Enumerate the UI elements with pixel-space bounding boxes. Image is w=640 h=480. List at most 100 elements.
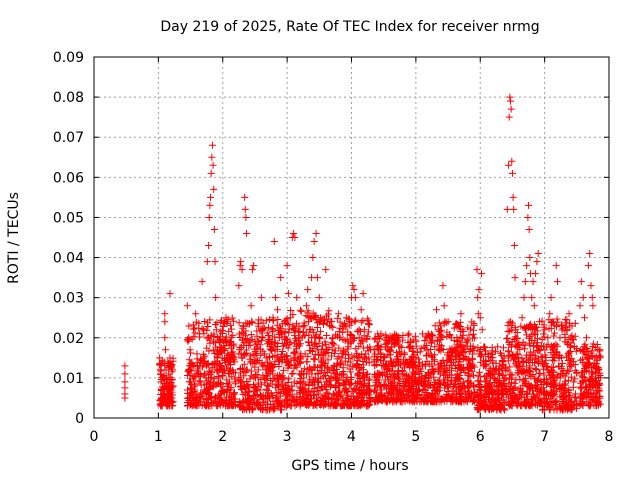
data-point <box>518 393 526 401</box>
data-point <box>322 340 330 348</box>
data-point <box>355 390 363 398</box>
data-point <box>251 363 259 371</box>
data-point <box>253 356 261 364</box>
data-point <box>252 358 260 366</box>
data-point <box>494 343 502 351</box>
data-point <box>528 351 536 359</box>
data-point <box>434 326 442 334</box>
data-point <box>455 337 463 345</box>
data-point <box>507 97 515 105</box>
data-point <box>275 362 283 370</box>
data-point <box>474 344 482 352</box>
data-point <box>427 338 435 346</box>
data-point <box>572 347 580 355</box>
data-point <box>214 373 222 381</box>
data-point <box>593 398 601 406</box>
data-point <box>597 374 605 382</box>
data-point <box>380 392 388 400</box>
data-point <box>336 318 344 326</box>
data-point <box>508 319 516 327</box>
data-point <box>383 366 391 374</box>
data-point <box>556 402 564 410</box>
data-point <box>596 381 604 389</box>
data-point <box>436 387 444 395</box>
data-point <box>533 334 541 342</box>
data-point <box>563 366 571 374</box>
data-point <box>365 321 373 329</box>
data-point <box>494 383 502 391</box>
data-point <box>160 390 168 398</box>
data-point <box>475 381 483 389</box>
data-point <box>190 333 198 341</box>
data-point <box>330 341 338 349</box>
data-point <box>557 385 565 393</box>
data-point <box>479 362 487 370</box>
data-point <box>477 352 485 360</box>
data-point <box>241 404 249 412</box>
data-point <box>473 266 481 274</box>
data-point <box>587 282 595 290</box>
data-point <box>469 334 477 342</box>
data-point <box>405 358 413 366</box>
data-point <box>239 390 247 398</box>
data-point <box>586 402 594 410</box>
data-point <box>357 318 365 326</box>
data-point <box>221 356 229 364</box>
data-point <box>314 390 322 398</box>
data-point <box>468 318 476 326</box>
data-point <box>243 229 251 237</box>
data-point <box>425 350 433 358</box>
x-tick-label: 3 <box>283 429 292 445</box>
data-point <box>395 359 403 367</box>
data-point <box>431 343 439 351</box>
data-point <box>315 294 323 302</box>
data-point <box>219 366 227 374</box>
data-point <box>260 361 268 369</box>
data-point <box>335 328 343 336</box>
data-point <box>426 392 434 399</box>
data-point <box>406 397 414 405</box>
data-point <box>359 290 367 298</box>
data-point <box>259 326 267 334</box>
data-point <box>553 348 561 356</box>
x-tick-label: 2 <box>218 429 227 445</box>
data-point <box>337 391 345 399</box>
data-point <box>203 258 211 266</box>
data-point <box>407 357 415 365</box>
data-point <box>489 394 497 402</box>
data-point <box>304 387 312 395</box>
data-point <box>352 363 360 371</box>
data-point <box>358 338 366 346</box>
data-point <box>370 358 378 366</box>
data-point <box>336 334 344 342</box>
data-point <box>439 346 447 354</box>
data-point <box>347 376 355 384</box>
data-point <box>339 325 347 333</box>
data-point <box>205 347 213 355</box>
data-point <box>416 358 424 366</box>
data-point <box>215 374 223 382</box>
data-point <box>513 401 521 409</box>
data-point <box>245 320 253 328</box>
data-point <box>205 213 213 221</box>
data-point <box>444 374 452 382</box>
data-point <box>410 370 418 378</box>
data-point <box>157 378 165 386</box>
data-point <box>167 386 175 394</box>
data-point <box>409 374 417 382</box>
data-point <box>520 294 528 302</box>
data-point <box>328 346 336 354</box>
data-point <box>416 376 424 384</box>
data-point <box>390 339 398 347</box>
data-point <box>380 354 388 362</box>
data-point <box>337 359 345 367</box>
data-point <box>192 310 200 318</box>
data-point <box>504 393 512 401</box>
data-point <box>293 345 301 353</box>
data-point <box>522 354 530 362</box>
data-point <box>299 399 307 407</box>
data-point <box>371 362 379 370</box>
data-point <box>481 344 489 352</box>
data-point <box>525 335 533 343</box>
data-point <box>391 382 399 390</box>
